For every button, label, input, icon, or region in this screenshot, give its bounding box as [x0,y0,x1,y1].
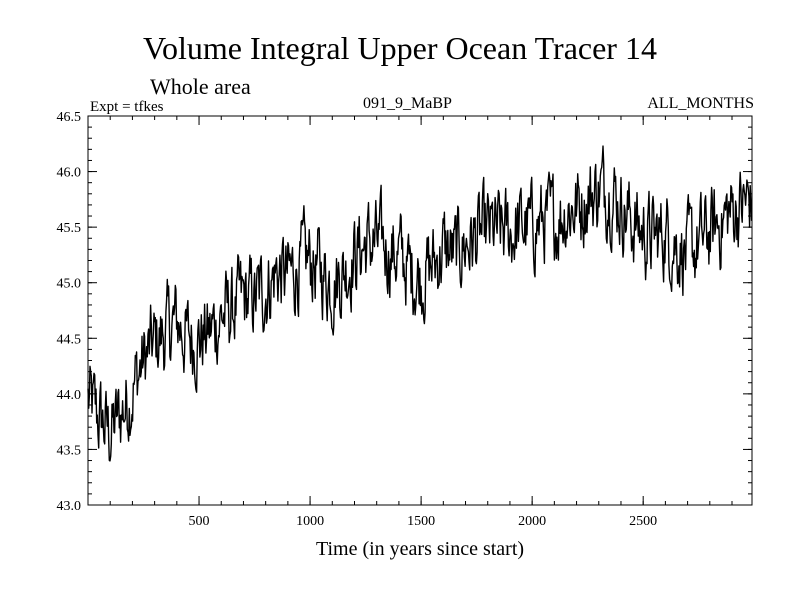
y-tick-label: 46.0 [57,166,82,181]
y-tick-label: 45.5 [57,221,82,236]
months-label: ALL_MONTHS [647,95,754,112]
x-tick-label: 500 [189,514,210,529]
x-axis-label: Time (in years since start) [315,538,525,560]
chart-title: Volume Integral Upper Ocean Tracer 14 [143,30,657,66]
y-tick-label: 43.0 [57,499,82,514]
series-line [87,145,753,462]
y-tick-label: 45.0 [57,277,82,292]
y-tick-label: 43.5 [57,443,82,458]
y-tick-label: 46.5 [57,110,82,125]
x-tick-label: 2500 [629,514,657,529]
x-tick-label: 1000 [296,514,324,529]
x-tick-label: 2000 [518,514,546,529]
x-tick-label: 1500 [407,514,435,529]
experiment-label: Expt = tfkes [90,99,164,115]
y-tick-label: 44.0 [57,388,82,403]
run-id-label: 091_9_MaBP [363,95,452,112]
chart-subtitle: Whole area [150,74,251,99]
y-tick-label: 44.5 [57,332,82,347]
plot-frame [87,115,753,506]
